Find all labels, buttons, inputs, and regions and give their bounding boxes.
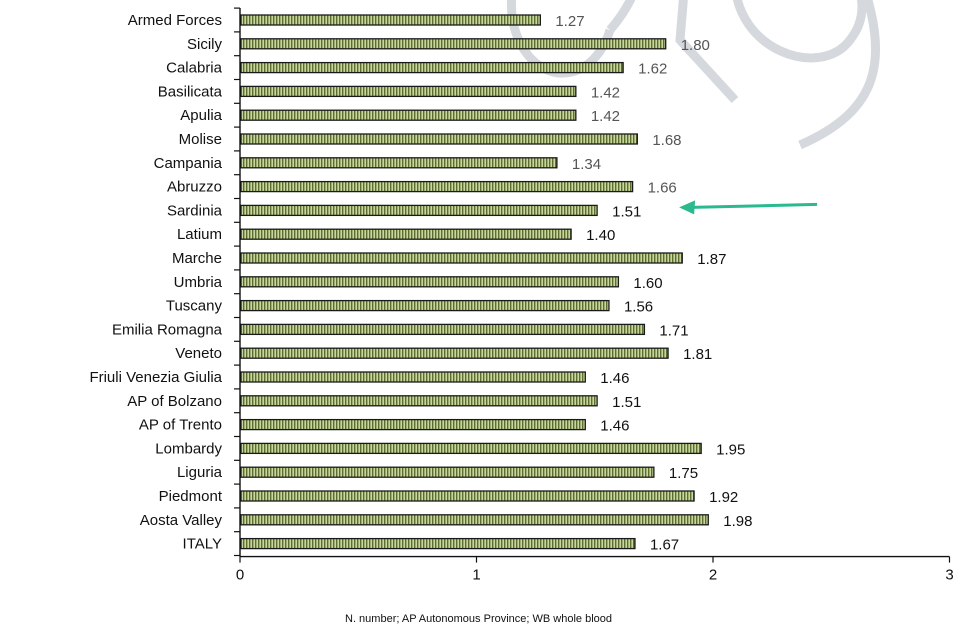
category-label-italy: ITALY xyxy=(183,536,222,553)
bar-ap-of-trento xyxy=(240,418,586,431)
bar-emilia-romagna xyxy=(240,323,646,336)
category-label-armed-forces: Armed Forces xyxy=(128,12,222,29)
bar-tuscany xyxy=(240,299,610,312)
category-label-tuscany: Tuscany xyxy=(166,298,223,315)
category-label-liguria: Liguria xyxy=(177,464,223,481)
category-label-calabria: Calabria xyxy=(166,60,223,77)
bar-lombardy xyxy=(240,442,702,455)
bar-liguria xyxy=(240,466,655,478)
category-label-piedmont: Piedmont xyxy=(159,488,223,505)
category-label-umbria: Umbria xyxy=(174,274,223,291)
bar-aosta-valley xyxy=(240,514,709,526)
category-label-lombardy: Lombardy xyxy=(155,440,222,457)
bar-friuli-venezia-giulia xyxy=(240,371,586,383)
value-label-aosta-valley: 1.98 xyxy=(723,513,752,530)
x-tick-label: 0 xyxy=(236,567,244,584)
value-label-umbria: 1.60 xyxy=(633,275,662,292)
value-label-ap-of-bolzano: 1.51 xyxy=(612,394,641,411)
value-label-italy: 1.67 xyxy=(650,537,679,554)
bar-abruzzo xyxy=(240,180,634,193)
x-tick-label: 1 xyxy=(472,567,480,584)
value-label-calabria: 1.62 xyxy=(638,61,667,78)
bar-armed-forces xyxy=(240,14,542,26)
bar-italy xyxy=(240,537,636,550)
value-label-liguria: 1.75 xyxy=(669,465,698,482)
value-label-sicily: 1.80 xyxy=(681,37,710,54)
category-label-friuli-venezia-giulia: Friuli Venezia Giulia xyxy=(89,369,222,386)
x-tick-label: 3 xyxy=(945,567,953,584)
value-label-basilicata: 1.42 xyxy=(591,84,620,101)
bar-campania xyxy=(240,157,558,169)
bar-calabria xyxy=(240,61,624,74)
value-label-lombardy: 1.95 xyxy=(716,441,745,458)
value-label-molise: 1.68 xyxy=(652,132,681,149)
bar-marche xyxy=(240,252,683,264)
bar-umbria xyxy=(240,276,620,288)
category-label-aosta-valley: Aosta Valley xyxy=(140,512,223,529)
category-label-sardinia: Sardinia xyxy=(167,202,223,219)
value-label-sardinia: 1.51 xyxy=(612,203,641,220)
value-label-armed-forces: 1.27 xyxy=(555,13,584,30)
bar-sardinia xyxy=(240,204,598,217)
category-label-sicily: Sicily xyxy=(187,36,223,53)
bar-veneto xyxy=(240,347,669,359)
category-label-veneto: Veneto xyxy=(175,345,222,362)
value-label-abruzzo: 1.66 xyxy=(648,180,677,197)
value-label-campania: 1.34 xyxy=(572,156,601,173)
category-label-apulia: Apulia xyxy=(180,107,222,124)
bar-piedmont xyxy=(240,490,695,502)
x-tick-label: 2 xyxy=(709,567,717,584)
footnote: N. number; AP Autonomous Province; WB wh… xyxy=(345,613,612,625)
value-label-ap-of-trento: 1.46 xyxy=(600,418,629,435)
bar-molise xyxy=(240,133,638,145)
value-label-tuscany: 1.56 xyxy=(624,299,653,316)
category-label-ap-of-bolzano: AP of Bolzano xyxy=(127,393,222,410)
value-label-piedmont: 1.92 xyxy=(709,489,738,506)
category-label-emilia-romagna: Emilia Romagna xyxy=(112,321,223,338)
category-label-ap-of-trento: AP of Trento xyxy=(139,417,222,434)
value-label-marche: 1.87 xyxy=(697,251,726,268)
bar-ap-of-bolzano xyxy=(240,395,598,407)
value-label-apulia: 1.42 xyxy=(591,108,620,125)
bar-latium xyxy=(240,228,572,240)
category-label-molise: Molise xyxy=(179,131,222,148)
category-label-marche: Marche xyxy=(172,250,222,267)
highlight-arrow xyxy=(679,200,818,215)
category-label-latium: Latium xyxy=(177,226,222,243)
value-label-latium: 1.40 xyxy=(586,227,615,244)
bar-sicily xyxy=(240,38,667,50)
value-label-emilia-romagna: 1.71 xyxy=(659,322,688,339)
bar-basilicata xyxy=(240,85,577,98)
category-label-basilicata: Basilicata xyxy=(158,83,223,100)
bar-apulia xyxy=(240,109,577,121)
value-label-veneto: 1.81 xyxy=(683,346,712,363)
category-label-abruzzo: Abruzzo xyxy=(167,179,222,196)
value-label-friuli-venezia-giulia: 1.46 xyxy=(600,370,629,387)
category-label-campania: Campania xyxy=(154,155,223,172)
